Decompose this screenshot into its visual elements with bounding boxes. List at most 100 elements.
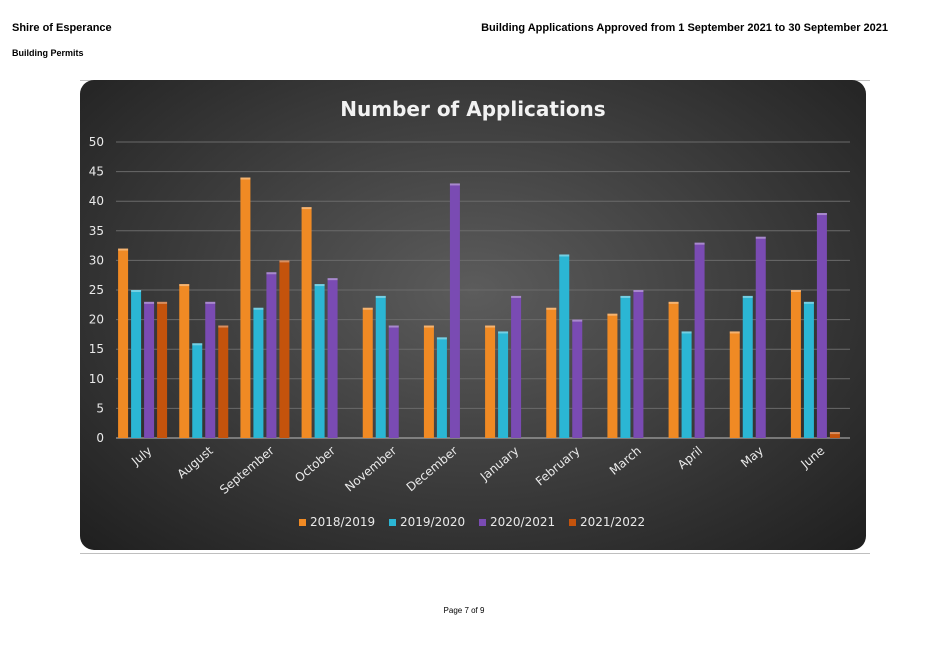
chart-panel: Number of Applications 0 5 10 15 20 25 30 35 40 45… [80,80,866,550]
legend-label: 2019/2020 [400,515,465,529]
bar-cap [485,325,496,328]
y-tick-label: 20 [89,313,104,327]
bar-2021-2022 [279,260,290,438]
legend-label: 2020/2021 [490,515,555,529]
bar-cap [803,301,814,304]
bar-cap [572,319,583,322]
organisation-name: Shire of Esperance [12,22,112,34]
bar-2018-2019 [790,290,801,438]
page-number: Page 7 of 9 [443,606,485,615]
bar-cap [375,295,386,298]
legend-label: 2018/2019 [310,515,375,529]
bar-cap [205,301,216,304]
bar-2020-2021 [449,183,460,438]
legend-swatch [569,519,576,526]
bar-2019-2020 [681,331,692,438]
bar-cap [218,325,229,328]
bar-cap [179,284,190,287]
bar-cap [436,337,447,340]
y-tick-label: 10 [89,372,104,386]
bar-2019-2020 [192,343,203,438]
report-title: Building Applications Approved from 1 Se… [481,22,888,34]
bar-2020-2021 [572,319,583,438]
bar-2018-2019 [179,284,190,438]
bar-2020-2021 [327,278,338,438]
bar-cap [729,331,740,334]
chart-title: Number of Applications [340,97,605,121]
x-tick-label: February [533,444,583,489]
bar-cap [668,301,679,304]
bar-2020-2021 [511,295,522,438]
y-tick-label: 15 [89,342,104,356]
bar-cap [279,260,290,263]
bar-cap [388,325,399,328]
bar-2018-2019 [240,177,251,438]
bar-cap [240,177,251,180]
bar-2019-2020 [375,295,386,438]
bar-cap [559,254,570,257]
x-tick-label: March [607,444,644,478]
bar-cap [511,295,522,298]
bar-2020-2021 [388,325,399,438]
bar-cap [620,295,631,298]
bar-2020-2021 [816,213,827,438]
bar-2018-2019 [485,325,496,438]
bar-cap [157,301,168,304]
bar-cap [327,278,338,281]
bar-cap [192,343,203,346]
bar-cap [131,290,142,292]
bar-2018-2019 [301,207,312,438]
bar-2018-2019 [362,307,373,438]
bar-2018-2019 [607,313,618,438]
x-tick-label: November [342,444,399,495]
bar-2020-2021 [694,242,705,438]
legend-swatch [479,519,486,526]
bar-cap [118,248,129,251]
bar-cap [633,290,644,292]
bar-2018-2019 [423,325,434,438]
bar-cap [607,313,618,316]
x-tick-label: June [798,444,828,472]
bar-2018-2019 [118,248,129,438]
bar-cap [790,290,801,292]
bar-2019-2020 [253,307,264,438]
x-tick-label: April [675,444,705,472]
y-tick-label: 40 [89,194,104,208]
y-tick-label: 45 [89,165,104,179]
bar-cap [816,213,827,216]
y-tick-label: 35 [89,224,104,238]
x-tick-label: September [217,444,277,497]
bar-2021-2022 [829,432,840,438]
bar-2019-2020 [131,290,142,438]
bar-2018-2019 [668,301,679,438]
y-tick-label: 5 [96,401,104,415]
bar-cap [742,295,753,298]
bar-2021-2022 [218,325,229,438]
legend-swatch [299,519,306,526]
bar-2019-2020 [803,301,814,438]
y-tick-label: 50 [89,135,104,149]
bar-2019-2020 [559,254,570,438]
bar-cap [314,284,325,287]
x-tick-label: May [738,444,766,471]
bar-chart: Number of Applications 0 5 10 15 20 25 30 35 40 45… [89,97,850,529]
x-tick-label: January [477,444,522,485]
bar-cap [266,272,277,275]
bar-cap [681,331,692,334]
bar-2019-2020 [742,295,753,438]
bar-2019-2020 [498,331,509,438]
bar-2020-2021 [266,272,277,438]
bar-2019-2020 [314,284,325,438]
bar-cap [755,236,766,239]
bar-cap [301,207,312,210]
bar-cap [498,331,509,334]
bar-cap [362,307,373,310]
y-tick-label: 25 [89,283,104,297]
bar-cap [423,325,434,328]
bar-2020-2021 [205,301,216,438]
y-tick-label: 30 [89,253,104,267]
y-tick-label: 0 [96,431,104,445]
bar-cap [694,242,705,245]
bar-2018-2019 [546,307,557,438]
bar-cap [449,183,460,186]
